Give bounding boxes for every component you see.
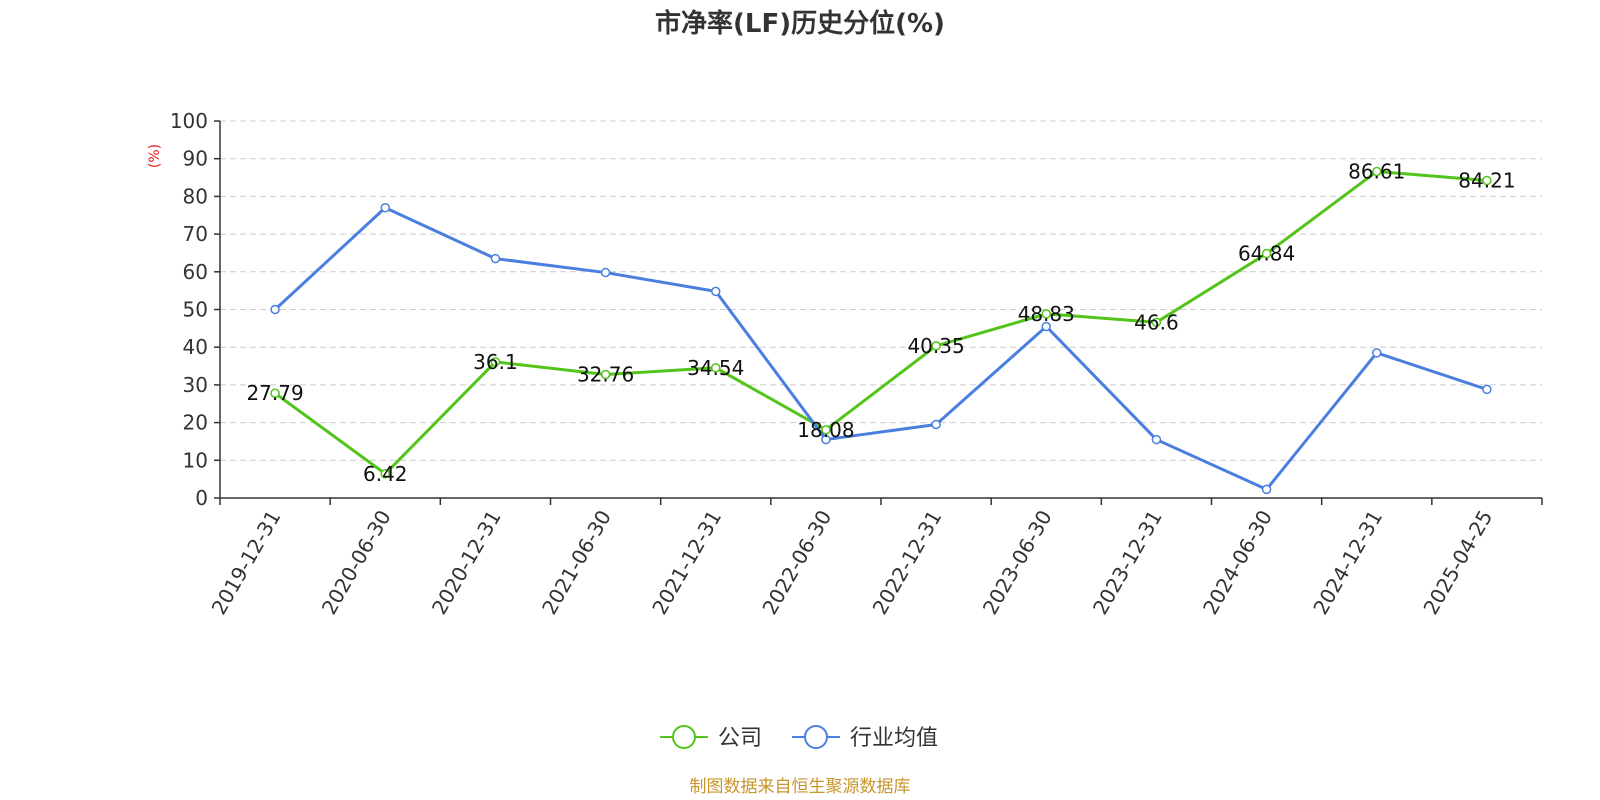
data-point	[1041, 321, 1051, 332]
data-point	[1372, 166, 1382, 177]
y-tick-label: 10	[183, 448, 208, 472]
data-label: 34.54	[687, 356, 744, 380]
data-labels: 27.79 6.42 36.1 32.76 34.54 18.08 40.35 48.83 46…	[246, 159, 1515, 485]
data-point	[1261, 248, 1272, 259]
legend-label: 行业均值	[850, 726, 938, 751]
y-axis-unit: (%)	[147, 144, 163, 168]
chart-title: 市净率(LF)历史分位(%)	[655, 8, 945, 39]
legend-item-industry[interactable]: 行业均值	[792, 725, 938, 751]
source-note: 制图数据来自恒生聚源数据库	[690, 777, 911, 797]
legend-label: 公司	[718, 726, 762, 751]
legend-marker	[804, 725, 828, 749]
data-label: 40.35	[907, 334, 964, 358]
data-label: 64.84	[1238, 242, 1295, 266]
data-point	[270, 304, 280, 315]
data-label: 86.61	[1348, 159, 1405, 183]
x-tick-label: 2025-04-25	[1418, 506, 1497, 619]
series-line-company	[274, 169, 1488, 476]
data-point	[380, 469, 390, 479]
data-label: 27.79	[246, 381, 303, 405]
y-tick-label: 100	[170, 109, 208, 133]
x-tick-label: 2023-06-30	[978, 506, 1057, 619]
data-point	[270, 388, 280, 398]
y-tick-label: 50	[183, 298, 208, 322]
data-point	[821, 425, 831, 435]
data-point	[600, 369, 611, 380]
data-point	[1151, 434, 1162, 445]
legend-item-company[interactable]: 公司	[660, 725, 762, 751]
legend-marker	[672, 725, 696, 749]
y-tick-label: 30	[183, 373, 208, 397]
x-tick-label: 2019-12-31	[207, 506, 286, 619]
series	[270, 166, 1492, 495]
data-point	[711, 363, 721, 373]
x-tick-label: 2021-06-30	[537, 506, 616, 619]
grid-lines	[220, 120, 1542, 461]
data-label: 48.83	[1018, 302, 1075, 326]
data-point	[931, 341, 941, 351]
data-point	[1372, 348, 1382, 358]
x-tick-label: 2024-06-30	[1198, 506, 1277, 619]
data-label: 6.42	[363, 462, 408, 486]
data-point	[821, 434, 831, 445]
data-point	[931, 419, 941, 430]
y-tick-label: 0	[195, 486, 208, 510]
data-label: 32.76	[577, 362, 634, 386]
y-tick-label: 80	[183, 184, 208, 208]
x-tick-label: 2022-12-31	[868, 506, 947, 619]
data-point	[1261, 484, 1272, 495]
legend[interactable]: 公司 行业均值	[660, 725, 938, 751]
data-label: 46.6	[1134, 310, 1179, 334]
data-point	[490, 357, 501, 367]
data-label: 18.08	[797, 418, 854, 442]
x-tick-label: 2021-12-31	[647, 506, 726, 619]
y-tick-label: 90	[183, 147, 208, 171]
data-label: 36.1	[473, 350, 518, 374]
data-point	[1151, 317, 1162, 328]
data-point	[600, 267, 611, 278]
data-label: 84.21	[1458, 169, 1515, 193]
y-tick-label: 70	[183, 222, 208, 246]
data-point	[380, 202, 390, 213]
x-tick-label: 2022-06-30	[757, 506, 836, 619]
x-tick-label: 2020-12-31	[427, 506, 506, 619]
data-point	[711, 286, 721, 297]
data-point	[1482, 384, 1492, 395]
data-point	[490, 253, 501, 264]
y-tick-label: 40	[183, 335, 208, 359]
y-tick-label: 60	[183, 260, 208, 284]
data-point	[1041, 309, 1051, 319]
data-point	[1482, 175, 1492, 186]
y-tick-label: 20	[183, 411, 208, 435]
axes: 0 10 20 30 40 50 60 70 80 90 100 2019-12-31 2020-06-…	[170, 109, 1543, 619]
x-tick-label: 2023-12-31	[1088, 506, 1167, 619]
series-line-industry	[274, 206, 1488, 491]
x-tick-label: 2024-12-31	[1308, 506, 1387, 619]
x-tick-label: 2020-06-30	[317, 506, 396, 619]
